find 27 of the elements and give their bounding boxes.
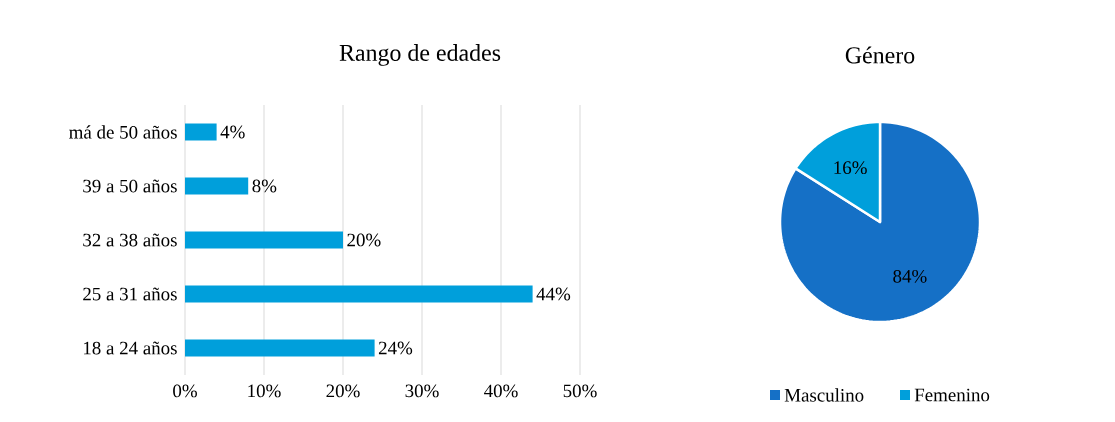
bar (185, 285, 533, 303)
data-label: 8% (252, 179, 277, 193)
y-tick-label: 25 a 31 años (83, 287, 177, 301)
x-tick-label: 50% (563, 384, 597, 398)
legend-label: Masculino (784, 388, 864, 402)
data-label: 16% (834, 161, 867, 175)
x-tick-label: 40% (484, 384, 518, 398)
y-tick-label: 32 a 38 años (83, 233, 177, 247)
y-tick-label: 18 a 24 años (84, 341, 177, 355)
x-tick-label: 30% (405, 384, 439, 398)
data-label: 20% (347, 233, 381, 247)
bar (185, 231, 344, 249)
legend-label: Femenino (914, 388, 990, 402)
y-tick-label: 39 a 50 años (83, 179, 177, 193)
chart-title: Rango de edades (339, 44, 501, 66)
bar (185, 123, 217, 141)
data-label: 4% (220, 125, 245, 139)
x-tick-label: 20% (326, 384, 360, 398)
x-tick-label: 0% (173, 384, 197, 398)
data-label: 24% (378, 341, 413, 355)
data-label: 84% (893, 269, 927, 283)
data-label: 44% (536, 287, 571, 301)
bar (185, 177, 249, 195)
y-tick-label: má de 50 años (69, 125, 177, 139)
x-tick-label: 10% (248, 384, 281, 398)
bar (185, 339, 375, 357)
chart-title: Género (845, 46, 915, 64)
